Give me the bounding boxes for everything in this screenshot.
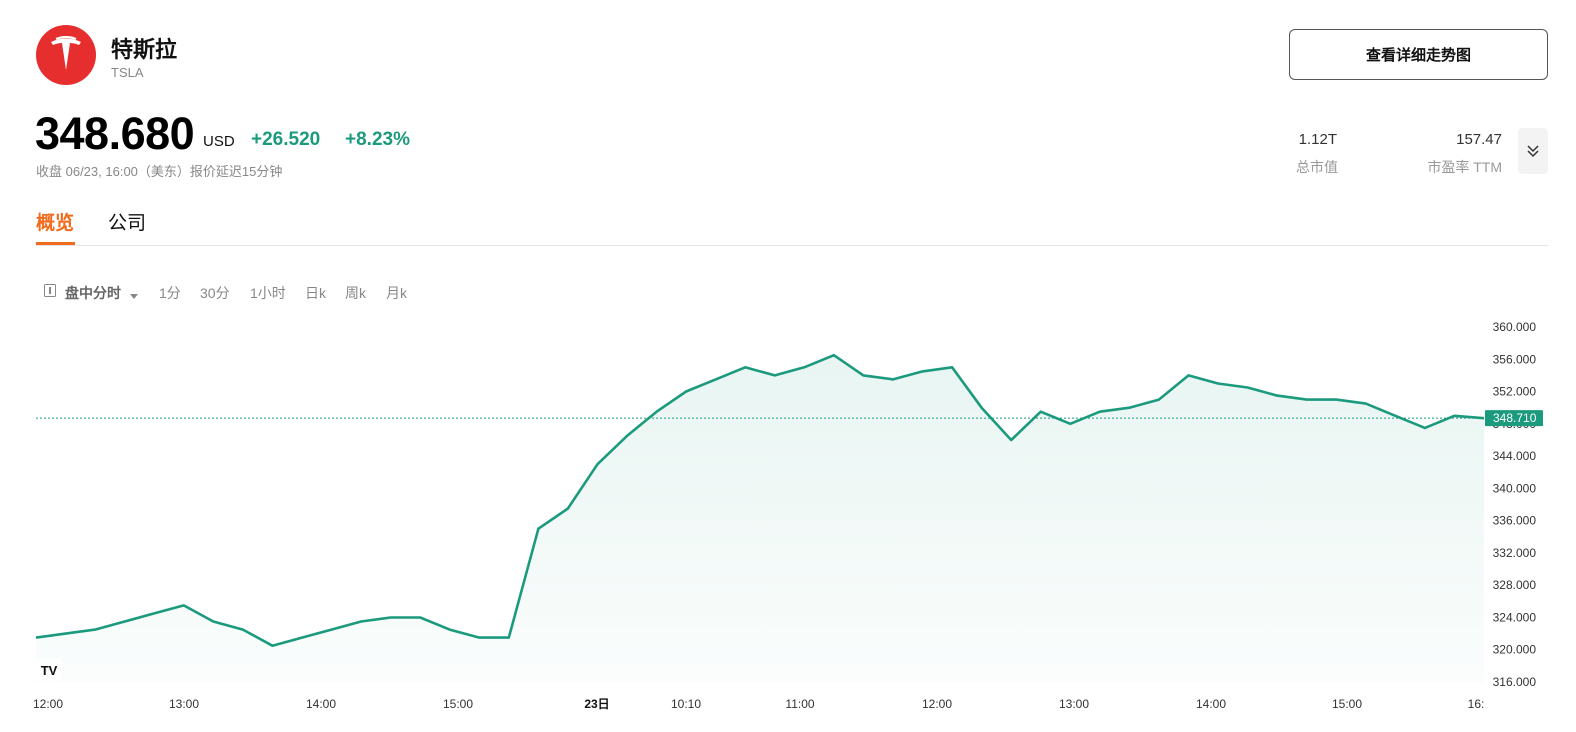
last-price-tag: 348.710 xyxy=(1485,410,1543,427)
pe-ratio-value: 157.47 xyxy=(1456,131,1502,148)
market-cap-label: 总市值 xyxy=(1296,159,1338,175)
x-tick-label: 11:00 xyxy=(785,697,814,711)
market-cap-value: 1.12T xyxy=(1298,131,1337,148)
x-tick-label: 10:10 xyxy=(671,697,701,711)
x-tick-label: 23日 xyxy=(584,697,609,711)
x-tick-label: 15:00 xyxy=(443,697,473,711)
y-tick-label: 340.000 xyxy=(1493,481,1537,495)
x-tick-label: 16: xyxy=(1468,697,1485,711)
price-change: +26.520 xyxy=(251,129,321,150)
period-intraday[interactable]: 盘中分时 xyxy=(65,285,121,301)
x-tick-label: 13:00 xyxy=(169,697,199,711)
y-tick-label: 320.000 xyxy=(1493,643,1537,657)
price-area xyxy=(36,355,1484,682)
caret-down-icon[interactable] xyxy=(130,287,138,305)
x-tick-label: 13:00 xyxy=(1059,697,1089,711)
view-detailed-chart-button[interactable]: 查看详细走势图 xyxy=(1289,29,1548,80)
y-tick-label: 360.000 xyxy=(1493,320,1537,334)
x-tick-label: 15:00 xyxy=(1332,697,1362,711)
active-tab-indicator xyxy=(36,242,75,245)
expand-stats-button[interactable] xyxy=(1518,128,1548,174)
price-line xyxy=(35,353,1485,647)
stock-currency: USD xyxy=(203,133,235,150)
x-tick-label: 12:00 xyxy=(33,697,63,711)
y-tick-label: 336.000 xyxy=(1493,514,1537,528)
stock-ticker: TSLA xyxy=(111,65,144,80)
y-tick-label: 344.000 xyxy=(1493,449,1537,463)
pe-ratio-label: 市盈率 TTM xyxy=(1427,159,1502,175)
period-daily[interactable]: 日k xyxy=(305,285,326,301)
tesla-logo xyxy=(36,25,96,85)
period-30min[interactable]: 30分 xyxy=(200,285,230,301)
y-tick-label: 316.000 xyxy=(1493,675,1537,689)
chevron-double-down-icon xyxy=(1527,145,1539,158)
price-chart[interactable]: 360.000356.000352.000348.000344.000340.0… xyxy=(0,300,1576,732)
period-weekly[interactable]: 周k xyxy=(345,285,366,301)
x-tick-label: 14:00 xyxy=(1196,697,1226,711)
tab-company[interactable]: 公司 xyxy=(108,213,147,234)
y-tick-label: 324.000 xyxy=(1493,610,1537,624)
tesla-logo-icon xyxy=(51,36,81,70)
stock-price: 348.680 xyxy=(35,108,195,159)
y-tick-label: 328.000 xyxy=(1493,578,1537,592)
last-price-tag-label: 348.710 xyxy=(1493,411,1537,425)
tabs-divider xyxy=(36,245,1548,246)
y-tick-label: 352.000 xyxy=(1493,385,1537,399)
price-change-percent: +8.23% xyxy=(345,129,410,150)
stock-name: 特斯拉 xyxy=(111,37,178,62)
period-1hour[interactable]: 1小时 xyxy=(250,285,286,301)
tradingview-logo-icon[interactable]: TV xyxy=(36,659,62,681)
y-tick-label: 356.000 xyxy=(1493,352,1537,366)
period-1min[interactable]: 1分 xyxy=(159,285,181,301)
close-info: 收盘 06/23, 16:00（美东）报价延迟15分钟 xyxy=(36,164,283,179)
period-monthly[interactable]: 月k xyxy=(386,285,407,301)
tab-overview[interactable]: 概览 xyxy=(36,213,75,234)
x-tick-label: 12:00 xyxy=(922,697,952,711)
panel-icon xyxy=(44,284,56,302)
y-tick-label: 332.000 xyxy=(1493,546,1537,560)
x-tick-label: 14:00 xyxy=(306,697,336,711)
